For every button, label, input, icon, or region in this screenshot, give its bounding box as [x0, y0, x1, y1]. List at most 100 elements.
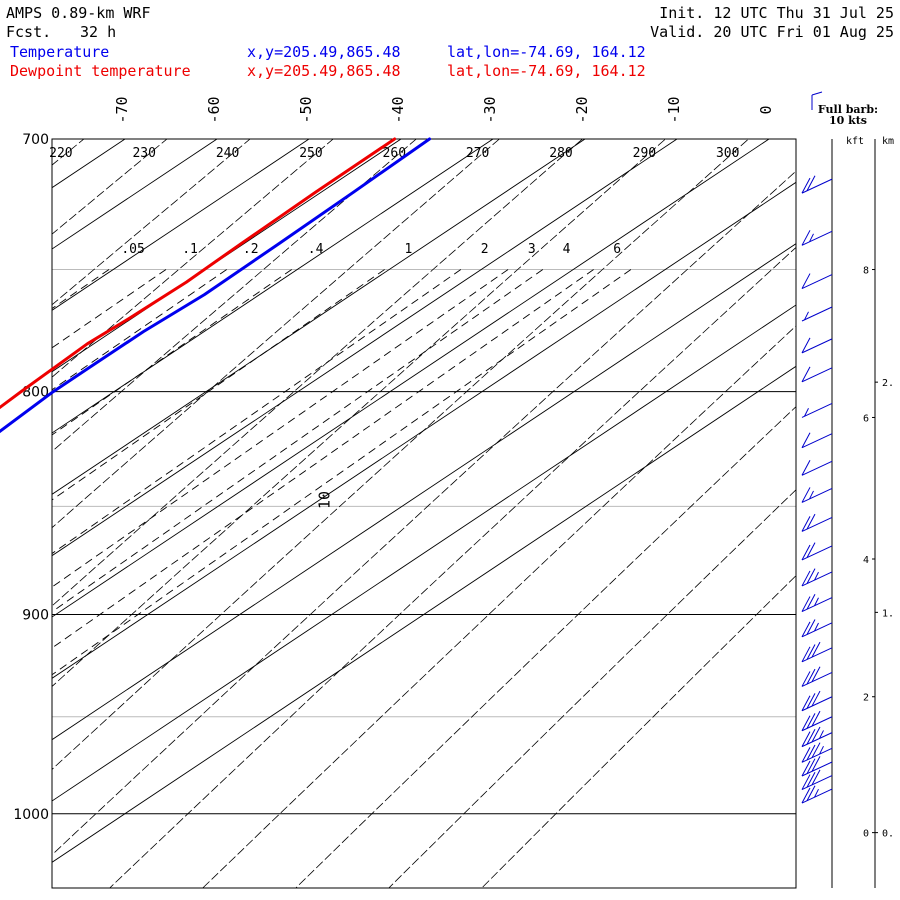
wind-barb-staff	[801, 696, 833, 712]
mixing-ratio-label: 3	[528, 242, 536, 257]
wind-barb-staff	[801, 647, 833, 663]
wind-barb	[801, 432, 833, 449]
wind-barb-full	[801, 273, 811, 289]
wind-barb	[801, 785, 833, 804]
barb-scale-line2: 10 kts	[828, 114, 868, 127]
dry-adiabat	[52, 139, 750, 770]
wind-barb	[801, 175, 833, 194]
dry-adiabat	[52, 139, 85, 166]
wind-barb-staff	[801, 338, 833, 354]
wind-barb-half	[819, 745, 824, 755]
mixing-ratio-line	[52, 269, 594, 649]
dry-adiabat	[52, 139, 168, 235]
legend-dewpoint-coords: x,y=205.49,865.48	[247, 62, 401, 80]
barb-scale-icon-flag	[811, 91, 823, 96]
wind-barb-staff	[801, 671, 833, 687]
temperature-tick-label: 10	[316, 491, 334, 509]
wind-barb-staff	[801, 747, 833, 763]
temperature-tick-label: -50	[297, 96, 315, 123]
pressure-tick-label: 800	[22, 385, 49, 401]
mixing-ratio-line	[52, 269, 385, 501]
temperature-tick-label: -40	[389, 96, 407, 123]
dry-adiabat	[52, 139, 417, 452]
dry-adiabat	[295, 406, 796, 888]
dewpoint-profile	[0, 137, 397, 410]
wind-barb-full	[811, 756, 821, 772]
dry-adiabat-label: 240	[216, 146, 239, 161]
mixing-ratio-line	[52, 269, 167, 349]
wind-barb-full	[811, 742, 821, 758]
wind-barb-staff	[801, 516, 833, 532]
wind-barb-full	[806, 693, 816, 709]
dry-adiabat-label: 260	[383, 146, 406, 161]
wind-barb-full	[801, 544, 811, 561]
isotherm	[52, 139, 770, 618]
barb-scale-note: Full barb: 10 kts	[816, 104, 880, 126]
wind-barb-full	[801, 787, 811, 804]
wind-barb-full	[801, 460, 811, 476]
pressure-tick-label: 700	[22, 132, 49, 148]
isotherm	[52, 181, 796, 679]
wind-barb-full	[801, 230, 811, 246]
wind-barb-full	[806, 758, 816, 774]
wind-barb-staff	[801, 460, 833, 476]
mixing-ratio-label: 2	[481, 242, 489, 257]
wind-barb-full	[806, 542, 816, 558]
wind-barb-half	[819, 730, 824, 739]
dry-adiabat-label: 300	[716, 146, 739, 161]
height-km-tick-label: 1.	[882, 608, 894, 619]
wind-barb	[801, 710, 833, 732]
wind-barb-full	[811, 690, 821, 707]
wind-barb	[801, 742, 833, 763]
dry-adiabat	[52, 170, 796, 856]
wind-barb-half	[809, 233, 814, 243]
wind-barb	[801, 337, 833, 354]
temperature-tick-label: -10	[665, 96, 683, 123]
wind-barb-full	[801, 366, 811, 383]
wind-barb	[801, 513, 833, 532]
wind-barb-full	[801, 337, 811, 354]
dry-adiabat	[52, 139, 667, 688]
wind-barb-staff	[801, 402, 833, 418]
wind-barb-full	[801, 432, 811, 448]
valid-time: Valid. 20 UTC Fri 01 Aug 25	[650, 23, 894, 41]
dry-adiabat	[52, 139, 584, 607]
wind-barb-half	[814, 788, 819, 798]
temperature-tick-label: 0	[757, 105, 775, 114]
pressure-tick-label: 900	[22, 607, 49, 623]
mixing-ratio-label: 6	[613, 242, 621, 257]
dry-adiabat	[202, 325, 796, 888]
temperature-profile	[0, 137, 431, 434]
wind-barb	[801, 666, 833, 687]
isotherm	[52, 139, 310, 311]
mixing-ratio-label: .05	[121, 242, 144, 257]
dry-adiabat	[0, 84, 69, 900]
wind-barb	[801, 756, 833, 777]
wind-barb-half	[814, 597, 819, 606]
wind-barb-full	[806, 594, 816, 610]
wind-barb-full	[806, 175, 816, 192]
wind-barb-staff	[801, 433, 833, 449]
wind-barb	[801, 769, 833, 791]
legend-temperature-coords: x,y=205.49,865.48	[247, 43, 401, 61]
isotherm	[52, 139, 678, 557]
wind-barb-full	[801, 621, 811, 638]
wind-barb-full	[801, 747, 811, 763]
model-title: AMPS 0.89-km WRF	[6, 4, 151, 22]
wind-barb	[801, 726, 833, 748]
wind-barb-staff	[801, 230, 833, 246]
wind-barb-full	[806, 668, 816, 685]
mixing-ratio-label: 4	[563, 242, 571, 257]
init-time: Init. 12 UTC Thu 31 Jul 25	[659, 4, 894, 22]
plot-frame	[51, 138, 797, 889]
wind-barb-full	[811, 710, 821, 727]
wind-barb-full	[801, 695, 811, 711]
mixing-ratio-label: .1	[182, 242, 198, 257]
temperature-tick-label: -30	[481, 96, 499, 123]
wind-barb-full	[806, 744, 816, 761]
wind-barb-full	[801, 570, 811, 587]
mixing-ratio-line	[52, 269, 544, 613]
wind-barb	[801, 306, 833, 322]
mixing-ratio-line	[52, 269, 292, 436]
